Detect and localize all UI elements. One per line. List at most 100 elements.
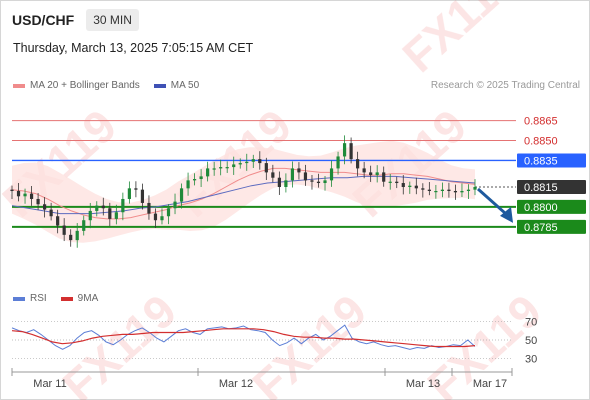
- candle-body: [127, 188, 131, 199]
- candle-body: [69, 234, 73, 241]
- candle-body: [199, 176, 203, 180]
- level-label-0.8815: 0.8815: [524, 182, 558, 194]
- candle-body: [114, 212, 118, 219]
- candle-body: [166, 208, 171, 217]
- level-tag-0.8785: [517, 219, 586, 234]
- legend-swatch-ma20: [13, 83, 25, 88]
- symbol-label: USD/CHF: [12, 12, 75, 28]
- candle-body: [264, 163, 268, 173]
- candle-body: [238, 163, 242, 165]
- legend-rsi-ma: 9MA: [60, 293, 98, 304]
- rsi-legend: RSI 9MA: [13, 293, 112, 304]
- candle-body: [212, 168, 216, 170]
- candle-body: [232, 164, 236, 168]
- candle-body: [95, 205, 99, 211]
- candle-body: [473, 187, 477, 190]
- legend-rsi-label: RSI: [30, 293, 47, 304]
- timeframe-button[interactable]: 30 MIN: [86, 9, 139, 31]
- candle-body: [395, 181, 399, 184]
- candle-body: [101, 205, 105, 209]
- rsi-tick-70: 70: [525, 316, 537, 328]
- candle-body: [427, 189, 431, 191]
- legend-ma50: MA 50: [153, 80, 200, 91]
- candle-body: [134, 188, 138, 190]
- candle-body: [453, 190, 458, 193]
- candle-body: [297, 168, 301, 173]
- candle-body: [329, 168, 334, 181]
- level-label-0.8800: 0.8800: [524, 202, 558, 214]
- candle-body: [56, 216, 60, 226]
- rsi-tick-30: 30: [525, 354, 537, 366]
- candle-body: [186, 180, 190, 189]
- candle-body: [108, 208, 112, 219]
- candle-body: [290, 168, 295, 181]
- candle-body: [206, 168, 210, 177]
- x-tick-label-Mar-13: Mar 13: [406, 378, 440, 390]
- candle-body: [62, 225, 66, 235]
- level-tag-0.8800: [517, 199, 586, 214]
- candle-body: [356, 159, 360, 169]
- candle-body: [82, 220, 86, 231]
- x-tick-label-Mar-17: Mar 17: [473, 378, 507, 390]
- candle-body: [421, 188, 425, 190]
- candle-body: [447, 189, 451, 191]
- candle-body: [375, 172, 379, 176]
- candle-body: [336, 156, 340, 169]
- candle-body: [277, 177, 281, 188]
- candle-body: [401, 183, 405, 188]
- candle-body: [121, 198, 125, 213]
- level-label-0.8835: 0.8835: [524, 155, 558, 167]
- watermark-text: FX119: [52, 284, 186, 400]
- candle-body: [173, 201, 177, 209]
- candle-body: [271, 172, 275, 178]
- candle-body: [434, 190, 438, 193]
- legend-rsi: RSI: [13, 293, 47, 304]
- level-tag-0.8815: [517, 180, 586, 195]
- timestamp-label: Thursday, March 13, 2025 7:05:15 AM CET: [13, 41, 254, 55]
- watermark-text: FX119: [242, 284, 376, 400]
- candle-body: [43, 204, 47, 210]
- bollinger-band: [12, 140, 475, 243]
- level-label-0.8850: 0.8850: [524, 136, 558, 148]
- candle-body: [414, 185, 418, 189]
- candle-body: [16, 190, 21, 197]
- level-tag-0.8835: [517, 153, 586, 168]
- candle-body: [10, 189, 14, 191]
- candle-body: [323, 180, 327, 184]
- watermark-text: FX119: [392, 0, 526, 82]
- legend-ma20-label: MA 20 + Bollinger Bands: [30, 80, 140, 91]
- rsi-ma-line: [11, 328, 476, 348]
- candle-body: [88, 210, 92, 221]
- candle-body: [342, 143, 347, 157]
- candle-body: [251, 159, 255, 162]
- candle-body: [466, 189, 471, 191]
- candle-body: [219, 167, 223, 169]
- candle-body: [153, 213, 158, 221]
- candle-body: [408, 185, 412, 188]
- candle-body: [160, 216, 164, 221]
- legend-ma20: MA 20 + Bollinger Bands: [13, 80, 140, 91]
- candle-body: [310, 180, 314, 182]
- candle-body: [225, 167, 229, 169]
- candle-body: [316, 181, 321, 184]
- legend-swatch-ma50: [153, 83, 166, 88]
- x-tick-label-Mar-11: Mar 11: [33, 378, 66, 390]
- credit-label: Research © 2025 Trading Central: [430, 80, 580, 91]
- rsi-line: [11, 324, 476, 350]
- candle-body: [284, 180, 288, 188]
- legend-ma50-label: MA 50: [170, 80, 200, 91]
- candle-body: [362, 168, 366, 173]
- candle-body: [440, 189, 444, 191]
- candle-body: [23, 193, 27, 197]
- candles: [10, 135, 477, 248]
- candle-body: [29, 193, 34, 199]
- level-label-0.8785: 0.8785: [524, 222, 558, 234]
- candle-body: [388, 181, 392, 183]
- header-bar: USD/CHF 30 MIN: [12, 9, 139, 31]
- level-label-0.8865: 0.8865: [524, 116, 558, 128]
- candle-body: [303, 172, 308, 181]
- candle-body: [245, 161, 249, 164]
- candle-body: [369, 172, 373, 176]
- legend-swatch-rsi-ma: [60, 296, 73, 301]
